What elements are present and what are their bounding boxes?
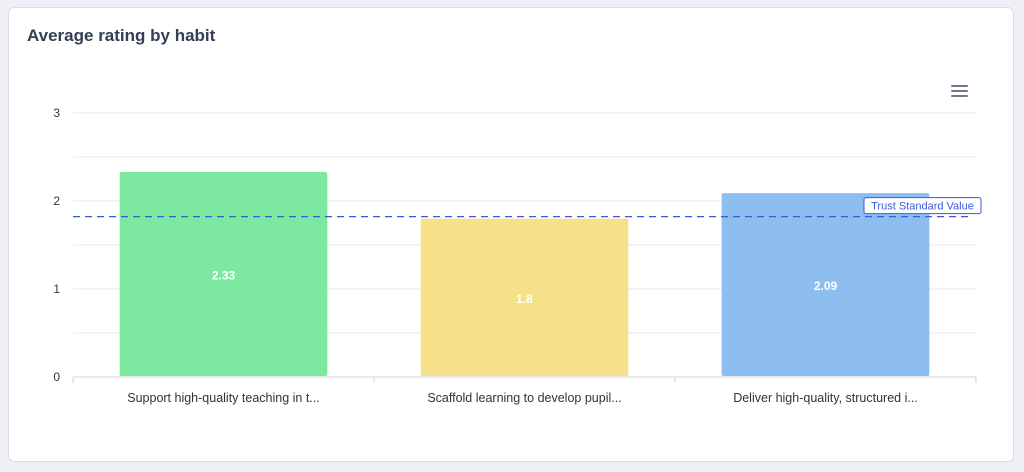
data-label: 1.8 xyxy=(516,292,533,306)
bar xyxy=(119,171,328,376)
reference-line-label: Trust Standard Value xyxy=(871,201,974,213)
data-label: 2.09 xyxy=(814,279,838,293)
y-tick-label: 3 xyxy=(53,106,60,120)
x-category-label: Support high-quality teaching in t... xyxy=(127,391,319,405)
hamburger-menu-icon[interactable] xyxy=(950,82,970,100)
x-category-label: Deliver high-quality, structured i... xyxy=(733,391,918,405)
bars: 2.33 1.8 2.09 xyxy=(119,171,930,376)
x-category-label: Scaffold learning to develop pupil... xyxy=(427,391,621,405)
y-axis: 0 1 2 3 xyxy=(53,106,60,384)
y-tick-label: 0 xyxy=(53,370,60,384)
y-tick-label: 1 xyxy=(53,282,60,296)
bar xyxy=(721,193,930,376)
bar xyxy=(420,218,629,376)
data-label: 2.33 xyxy=(212,268,236,282)
chart-title: Average rating by habit xyxy=(27,26,216,45)
x-axis: Support high-quality teaching in t... Sca… xyxy=(72,377,977,405)
reference-line-label-box xyxy=(863,197,982,215)
y-tick-label: 2 xyxy=(53,194,60,208)
reference-line: Trust Standard Value xyxy=(73,197,982,218)
